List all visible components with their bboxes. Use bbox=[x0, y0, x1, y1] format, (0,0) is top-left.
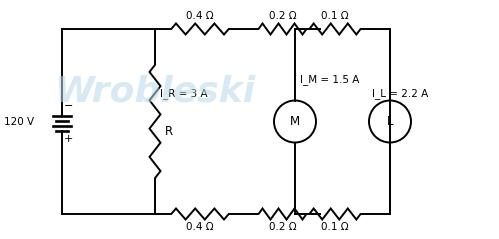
Text: 0.4 Ω: 0.4 Ω bbox=[186, 222, 214, 232]
Text: I_R = 3 A: I_R = 3 A bbox=[160, 88, 208, 99]
Text: L: L bbox=[387, 115, 393, 128]
Text: M: M bbox=[290, 115, 300, 128]
Text: +: + bbox=[64, 134, 73, 143]
Text: 0.2 Ω: 0.2 Ω bbox=[268, 222, 296, 232]
Text: 0.4 Ω: 0.4 Ω bbox=[186, 11, 214, 21]
Text: Wrobleski: Wrobleski bbox=[54, 74, 255, 108]
Text: I_L = 2.2 A: I_L = 2.2 A bbox=[372, 88, 428, 99]
Text: 0.2 Ω: 0.2 Ω bbox=[268, 11, 296, 21]
Text: R: R bbox=[165, 125, 173, 138]
Text: 0.1 Ω: 0.1 Ω bbox=[321, 11, 349, 21]
Text: 0.1 Ω: 0.1 Ω bbox=[321, 222, 349, 232]
Text: I_M = 1.5 A: I_M = 1.5 A bbox=[300, 74, 359, 85]
Text: −: − bbox=[64, 102, 73, 112]
Text: 120 V: 120 V bbox=[4, 116, 34, 126]
